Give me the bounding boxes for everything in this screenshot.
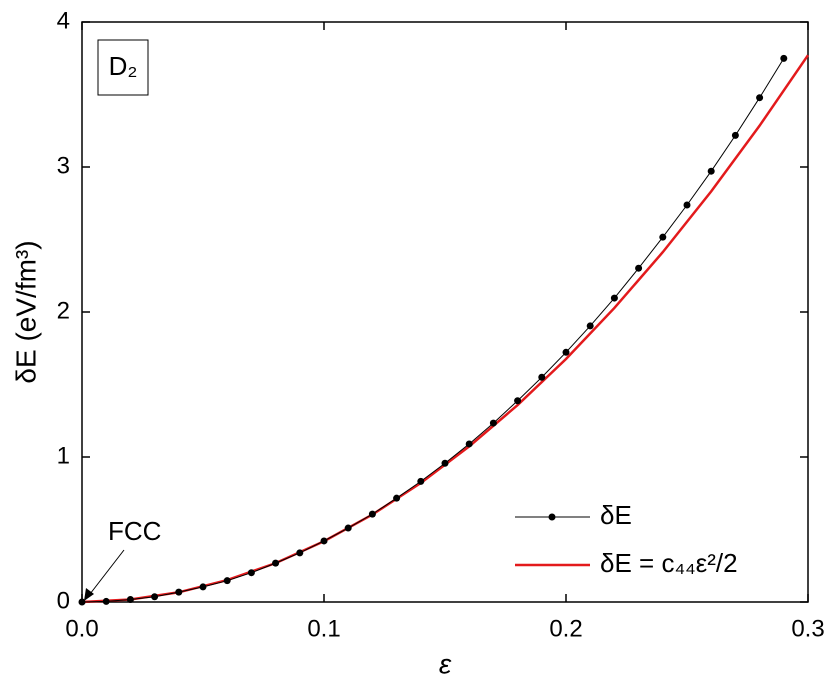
legend-marker — [548, 513, 556, 521]
panel-label: D₂ — [109, 51, 138, 81]
arrow — [89, 549, 125, 595]
data-point — [731, 131, 739, 139]
data-point — [514, 397, 522, 405]
data-point — [368, 510, 376, 518]
data-point — [151, 593, 159, 601]
data-point — [441, 459, 449, 467]
data-point — [586, 322, 594, 330]
series-line — [81, 58, 785, 603]
plot-frame — [81, 21, 809, 603]
data-point — [683, 201, 691, 209]
data-point — [272, 559, 280, 567]
y-tick-label: 0 — [57, 587, 70, 614]
annotation: FCC — [108, 516, 161, 546]
data-point — [562, 348, 570, 356]
data-point — [102, 597, 110, 605]
data-point — [659, 233, 667, 241]
data-point — [175, 588, 183, 596]
data-point — [417, 477, 425, 485]
data-point — [538, 373, 546, 381]
data-point — [126, 596, 134, 604]
legend-label: δE — [600, 500, 632, 530]
arrow-head — [84, 588, 94, 601]
data-point — [465, 440, 473, 448]
y-axis-label: δE (eV/fm³) — [10, 240, 41, 383]
data-point — [707, 167, 715, 175]
x-tick-label: 0.3 — [791, 615, 824, 642]
data-point — [393, 494, 401, 502]
x-tick-label: 0.2 — [549, 615, 582, 642]
label-box — [97, 39, 149, 96]
data-point — [320, 537, 328, 545]
data-point — [247, 569, 255, 577]
data-point — [756, 94, 764, 102]
data-point — [610, 294, 618, 302]
x-tick-label: 0.0 — [65, 615, 98, 642]
data-point — [780, 54, 788, 62]
x-axis-label: ε — [439, 648, 452, 679]
data-point — [78, 598, 86, 606]
x-tick-label: 0.1 — [307, 615, 340, 642]
y-tick-label: 3 — [57, 152, 70, 179]
data-point — [223, 577, 231, 585]
data-point — [635, 264, 643, 272]
data-point — [296, 549, 304, 557]
legend-label: δE = c₄₄ε²/2 — [600, 548, 738, 578]
y-tick-label: 1 — [57, 442, 70, 469]
data-point — [344, 524, 352, 532]
y-tick-label: 2 — [57, 297, 70, 324]
data-point — [199, 583, 207, 591]
data-point — [489, 419, 497, 427]
y-tick-label: 4 — [57, 7, 70, 34]
series-line — [81, 54, 810, 604]
